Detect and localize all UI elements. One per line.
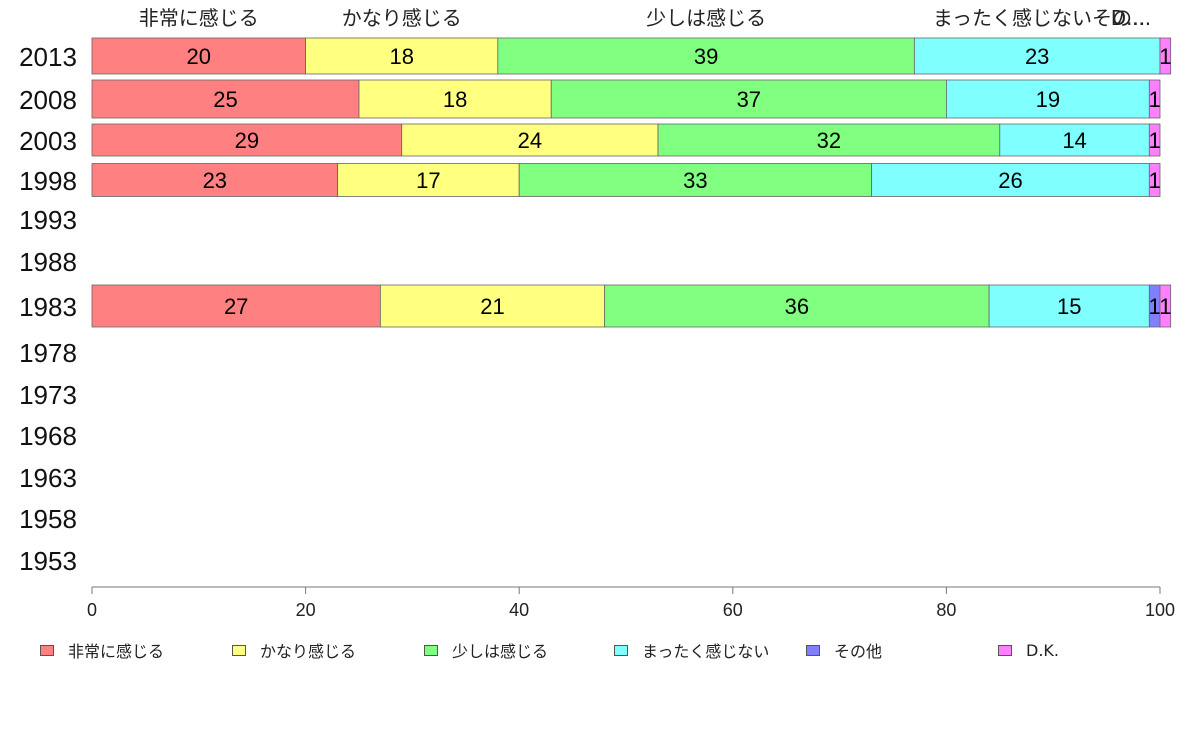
bar-segment xyxy=(379,284,606,328)
bar-segment xyxy=(358,79,552,119)
y-tick-label: 1993 xyxy=(19,205,77,235)
data-label: 23 xyxy=(1025,44,1049,69)
legend-label: まったく感じない xyxy=(642,642,770,661)
y-tick-label: 1958 xyxy=(19,504,77,534)
legend-item: 少しは感じる xyxy=(424,636,548,664)
bar-segment xyxy=(91,123,403,157)
x-tick-label: 0 xyxy=(87,600,97,620)
bar-segment xyxy=(305,37,499,75)
bar-segment xyxy=(999,123,1150,157)
legend-item: 非常に感じる xyxy=(40,636,164,664)
legend-item: その他 xyxy=(806,636,882,664)
data-label: 29 xyxy=(235,128,259,153)
x-tick-label: 100 xyxy=(1145,600,1175,620)
data-label: 23 xyxy=(203,168,227,193)
y-tick-label: 1983 xyxy=(19,292,77,322)
y-tick-label: 2003 xyxy=(19,126,77,156)
bar-segment xyxy=(604,284,990,328)
legend: 非常に感じる かなり感じる 少しは感じる まったく感じない その他 D.K. xyxy=(0,636,1188,664)
data-label: 33 xyxy=(683,168,707,193)
y-tick-label: 1998 xyxy=(19,166,77,196)
top-category-label: D... xyxy=(1111,6,1145,30)
bar-segment xyxy=(91,284,381,328)
data-label: 1 xyxy=(1149,128,1161,153)
legend-swatch xyxy=(232,644,246,656)
bar-segment xyxy=(518,163,873,197)
bar-segment xyxy=(497,37,915,75)
x-tick-label: 80 xyxy=(936,600,956,620)
top-category-label: かなり感じる xyxy=(342,6,462,30)
legend-swatch xyxy=(424,644,438,656)
legend-label: 少しは感じる xyxy=(452,642,549,661)
bar-segment xyxy=(946,79,1150,119)
bar-segment xyxy=(871,163,1150,197)
data-label: 1 xyxy=(1159,294,1171,319)
legend-swatch xyxy=(998,644,1012,656)
y-tick-label: 1953 xyxy=(19,546,77,576)
legend-swatch xyxy=(614,644,628,656)
top-category-label: 少しは感じる xyxy=(646,6,766,30)
bar-segment xyxy=(657,123,1001,157)
legend-label: その他 xyxy=(834,642,883,661)
data-label: 32 xyxy=(817,128,841,153)
data-label: 21 xyxy=(480,294,504,319)
data-label: 37 xyxy=(737,87,761,112)
top-category-label: 非常に感じる xyxy=(139,6,259,30)
bar-segment xyxy=(1148,123,1161,157)
x-tick-label: 20 xyxy=(296,600,316,620)
legend-swatch xyxy=(806,644,820,656)
bar-segment xyxy=(550,79,947,119)
bar-segment xyxy=(91,163,339,197)
data-label: 36 xyxy=(785,294,809,319)
y-tick-label: 1988 xyxy=(19,247,77,277)
data-label: 1 xyxy=(1159,44,1171,69)
data-label: 18 xyxy=(443,87,467,112)
bar-segment xyxy=(1148,79,1161,119)
bar-segment xyxy=(1148,163,1161,197)
y-tick-label: 2013 xyxy=(19,42,77,72)
y-tick-label: 2008 xyxy=(19,85,77,115)
legend-label: D.K. xyxy=(1026,640,1059,660)
legend-item: まったく感じない xyxy=(614,636,769,664)
data-label: 1 xyxy=(1149,294,1161,319)
legend-item: かなり感じる xyxy=(232,636,356,664)
y-tick-label: 1973 xyxy=(19,380,77,410)
bar-segment xyxy=(91,37,307,75)
data-label: 20 xyxy=(187,44,211,69)
y-tick-label: 1978 xyxy=(19,338,77,368)
top-category-label: まったく感じないその... xyxy=(933,6,1151,30)
y-tick-label: 1963 xyxy=(19,463,77,493)
stacked-bar-chart: 2013 2008 2003 1998 1993 1988 1983 1978 1973 1968… xyxy=(19,6,1175,620)
bar-segment xyxy=(988,284,1150,328)
data-label: 25 xyxy=(213,87,237,112)
data-label: 15 xyxy=(1057,294,1081,319)
data-label: 18 xyxy=(389,44,413,69)
data-label: 14 xyxy=(1062,128,1086,153)
bar-segment xyxy=(91,79,360,119)
x-tick-label: 60 xyxy=(723,600,743,620)
legend-label: かなり感じる xyxy=(260,642,357,661)
x-tick-label: 40 xyxy=(509,600,529,620)
legend-item: D.K. xyxy=(998,636,1059,664)
data-label: 27 xyxy=(224,294,248,319)
data-label: 1 xyxy=(1149,168,1161,193)
data-label: 1 xyxy=(1149,87,1161,112)
y-tick-label: 1968 xyxy=(19,421,77,451)
legend-swatch xyxy=(40,644,54,656)
bar-segment xyxy=(1159,37,1172,75)
legend-label: 非常に感じる xyxy=(68,642,165,661)
bar-segment xyxy=(1159,284,1172,328)
data-label: 39 xyxy=(694,44,718,69)
data-label: 24 xyxy=(518,128,542,153)
bar-segment xyxy=(913,37,1161,75)
data-label: 19 xyxy=(1036,87,1060,112)
data-label: 17 xyxy=(416,168,440,193)
data-label: 26 xyxy=(998,168,1022,193)
